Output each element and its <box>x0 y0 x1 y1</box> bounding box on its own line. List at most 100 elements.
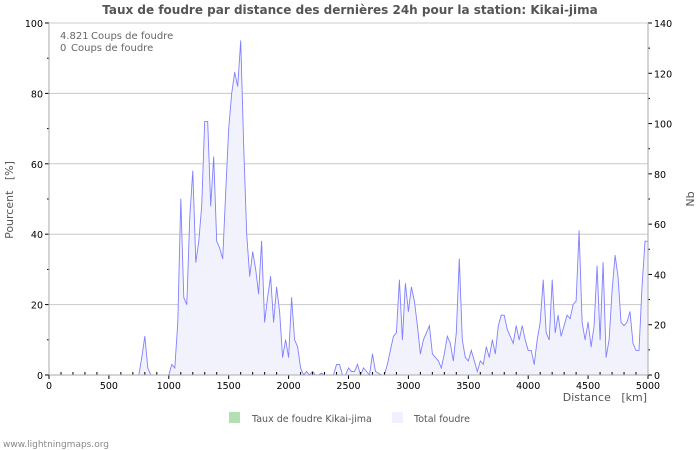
data-point <box>180 198 182 200</box>
data-point <box>273 321 275 323</box>
data-point <box>602 261 604 263</box>
data-point <box>147 367 149 369</box>
data-point <box>563 325 565 327</box>
data-point <box>267 297 269 298</box>
data-point <box>440 367 442 369</box>
data-point <box>509 335 511 337</box>
data-point <box>569 318 571 320</box>
data-point <box>399 279 400 281</box>
data-point <box>285 339 287 341</box>
data-point <box>644 240 646 242</box>
data-point <box>252 251 254 253</box>
data-point <box>458 258 460 260</box>
x-tick-label: 3000 <box>396 381 420 392</box>
data-point <box>402 339 403 341</box>
y-tick-label: 100 <box>25 19 43 30</box>
data-point <box>378 372 379 374</box>
data-point <box>237 85 239 87</box>
data-point <box>557 314 559 316</box>
data-point <box>144 335 146 337</box>
data-point <box>452 360 454 362</box>
data-point <box>566 314 568 316</box>
data-point <box>464 357 466 358</box>
data-point <box>455 332 457 334</box>
y-tick-label: 40 <box>31 230 43 241</box>
data-point <box>339 364 340 365</box>
x-tick-label: 1000 <box>157 381 181 392</box>
data-point <box>366 371 367 372</box>
data-point <box>201 205 203 207</box>
data-point <box>231 93 233 94</box>
footer-credit: www.lightningmaps.org <box>3 440 109 450</box>
data-point <box>195 261 197 263</box>
data-point <box>357 364 358 365</box>
legend-swatch-total <box>392 412 403 423</box>
data-point <box>351 371 352 372</box>
data-point <box>515 325 517 327</box>
x-tick-label: 2000 <box>277 381 301 392</box>
data-point <box>225 191 227 193</box>
data-point <box>198 240 200 242</box>
data-point <box>207 121 209 122</box>
data-point <box>449 342 451 344</box>
data-point <box>431 353 433 355</box>
data-point <box>390 349 391 351</box>
data-point <box>141 357 143 358</box>
legend-swatch-station <box>229 412 240 423</box>
data-point <box>393 335 394 337</box>
data-point <box>608 339 610 341</box>
data-point <box>219 247 221 249</box>
y2-tick-label: 100 <box>654 120 672 131</box>
data-point <box>234 71 236 73</box>
data-point <box>249 276 251 277</box>
data-point <box>590 346 592 348</box>
data-point <box>428 325 430 327</box>
y-tick-label: 0 <box>37 371 43 382</box>
data-point <box>491 339 493 341</box>
data-point <box>192 170 194 172</box>
data-point <box>560 335 562 337</box>
y2-tick-label: 120 <box>654 69 672 80</box>
series-area <box>48 40 649 377</box>
data-point <box>189 216 191 218</box>
data-point <box>545 332 547 334</box>
data-point <box>419 353 421 355</box>
data-point <box>222 258 224 260</box>
legend-label-station: Taux de foudre Kikai-jima <box>251 414 372 425</box>
data-point <box>408 311 409 313</box>
data-point <box>572 304 574 305</box>
data-point <box>575 300 577 302</box>
data-point <box>497 325 499 327</box>
data-point <box>372 353 373 355</box>
data-point <box>437 360 439 362</box>
y2-tick-label: 140 <box>654 19 672 30</box>
y2-tick-label: 80 <box>654 170 666 181</box>
data-point <box>228 128 230 130</box>
info-label-2: Coups de foudre <box>71 43 153 54</box>
data-point <box>494 353 496 355</box>
y-axis-label: Pourcent [%] <box>3 161 16 239</box>
x-tick-label: 2500 <box>336 381 360 392</box>
y2-tick-label: 40 <box>654 270 666 281</box>
data-point <box>485 346 487 348</box>
data-point <box>581 321 583 323</box>
data-point <box>626 321 628 323</box>
x-axis-label: Distance [km] <box>563 391 647 404</box>
data-point <box>396 332 397 334</box>
data-point <box>479 360 481 362</box>
y-tick-label: 20 <box>31 301 43 312</box>
data-point <box>291 297 292 298</box>
data-point <box>363 367 364 369</box>
data-point <box>279 311 281 313</box>
series-fill <box>49 40 648 375</box>
y2-tick-label: 60 <box>654 220 666 231</box>
data-point <box>593 325 595 327</box>
data-point <box>551 279 553 281</box>
data-point <box>258 293 260 295</box>
x-tick-label: 4500 <box>576 381 600 392</box>
data-point <box>210 205 212 207</box>
grid <box>49 22 648 306</box>
data-point <box>554 332 556 334</box>
data-point <box>476 371 478 372</box>
